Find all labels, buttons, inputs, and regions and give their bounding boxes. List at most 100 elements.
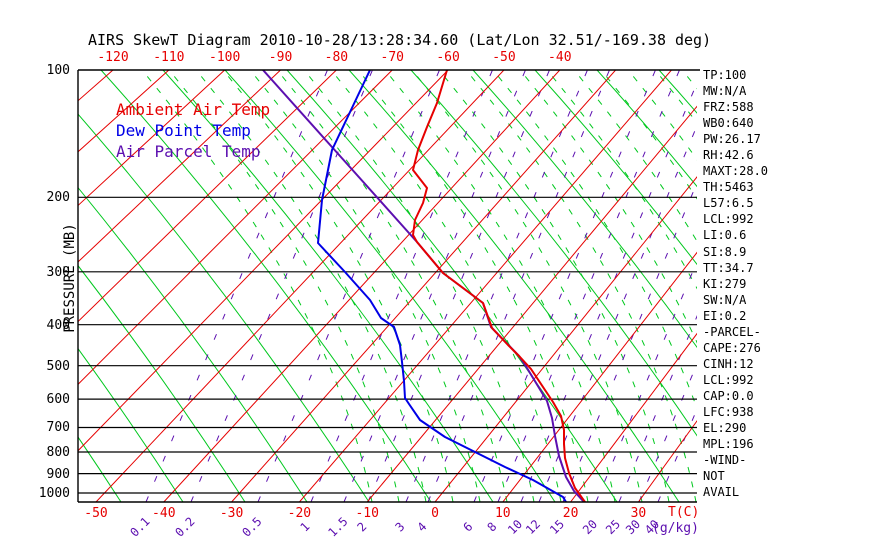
stats-panel-row-10: LCL:992 [703,212,754,227]
top-temp-tick--100: -100 [209,50,241,65]
stats-panel-row-14: KI:279 [703,276,747,291]
stats-panel-row-7: MAXT:28.0 [703,164,769,179]
isotherm-line [78,70,226,207]
stats-panel-row-25: -WIND- [703,453,747,468]
stats-panel-row-22: LFC:938 [703,404,754,419]
stats-panel-row-4: WB0:640 [703,116,754,131]
stats-panel-row-5: PW:26.17 [703,132,761,147]
top-temp-tick--110: -110 [153,50,185,65]
pressure-tick-600: 600 [46,392,70,408]
pressure-tick-400: 400 [46,317,70,333]
mixing-unit-label: (g/kg) [652,521,699,536]
bottom-temp-tick-10: 10 [494,506,511,521]
isotherm-line [78,70,337,323]
isotherm-line [78,70,170,153]
stats-panel-row-9: L57:6.5 [703,196,754,211]
bottom-temp-tick-0: 0 [431,506,439,521]
pressure-tick-300: 300 [46,264,70,280]
isotherm-line [78,70,449,452]
dry-adiabat-line [78,436,122,502]
pressure-tick-700: 700 [46,420,70,436]
dry-adiabat-line [78,264,246,502]
stats-panel-row-23: EL:290 [703,421,747,436]
stats-panel-row-3: FRZ:588 [703,100,754,115]
moist-adiabat-line [276,70,508,502]
legend-item-1: Ambient Air Temp [116,100,271,119]
isotherm-line [0,70,1,502]
stats-panel-row-11: LI:0.6 [703,228,747,243]
isotherm-line [434,176,697,502]
legend-item-3: Air Parcel Temp [116,142,261,161]
moist-adiabat-line [438,70,670,502]
isotherm-line [299,70,672,502]
isotherm-line [78,70,281,263]
stats-panel-row-13: TT:34.7 [703,260,754,275]
dry-adiabat-line [286,70,618,502]
isotherm-line [366,105,697,502]
stats-panel-row-24: MPL:196 [703,437,754,452]
isotherm-line [570,332,697,502]
stats-panel-row-21: CAP:0.0 [703,388,754,403]
mixing-ratio-line [520,81,697,502]
isotherm-line [231,70,617,502]
dry-adiabat-line [534,70,697,266]
stats-panel-row-16: EI:0.2 [703,308,747,323]
stats-panel-row-17: -PARCEL- [703,324,761,339]
stats-panel-row-20: LCL:992 [703,372,754,387]
isotherm-line [95,70,505,502]
stats-panel-row-2: MW:N/A [703,84,747,99]
pressure-tick-500: 500 [46,358,70,374]
stats-panel-row-12: SI:8.9 [703,244,747,259]
isotherm-line [502,251,697,502]
mixing-ratio-line [427,70,610,502]
mixing-ratio-line [405,70,588,502]
dry-adiabat-line [78,347,184,502]
stats-panel-row-8: TH:5463 [703,180,754,195]
dry-adiabat-line [348,70,680,502]
bottom-temp-tick--10: -10 [355,506,379,521]
stats-panel-row-1: TP:100 [703,68,747,82]
dry-adiabat-line [78,113,370,502]
pressure-tick-900: 900 [46,466,70,482]
mixing-ratio-line [538,124,697,502]
series-dew-point-temp [317,70,567,502]
mixing-ratio-line [257,70,440,502]
isotherm-line [637,420,697,502]
stats-panel-row-18: CAPE:276 [703,340,761,355]
page-title: AIRS SkewT Diagram 2010-10-28/13:28:34.6… [88,31,712,49]
pressure-tick-200: 200 [46,190,70,206]
pressure-tick-800: 800 [46,445,70,460]
dry-adiabat-line [596,70,697,188]
stats-panel-row-26: NOT [703,469,725,484]
legend-item-2: Dew Point Temp [116,121,251,140]
top-temp-tick--60: -60 [436,50,460,65]
stats-panel-row-15: SW:N/A [703,292,747,307]
mixing-ratio-line [497,70,680,502]
pressure-tick-100: 100 [46,63,70,78]
isotherm-line [0,70,57,502]
stats-panel-row-27: AVAIL [703,485,740,500]
bottom-temp-tick-20: 20 [562,506,579,521]
dry-adiabat-line [100,70,432,502]
bottom-temp-tick-30: 30 [630,506,647,521]
bottom-temp-tick--50: -50 [84,506,108,521]
temp-unit-label: T(C) [668,505,700,520]
top-temp-tick--40: -40 [548,50,572,65]
top-temp-tick--70: -70 [380,50,404,65]
isotherm-line [163,70,561,502]
top-temp-tick--90: -90 [268,50,293,65]
stats-panel-row-19: CINH:12 [703,356,754,371]
dry-adiabat-line [224,70,556,502]
bottom-temp-tick--20: -20 [287,506,312,521]
top-temp-tick--80: -80 [324,50,349,65]
stats-panel-row-6: RH:42.6 [703,148,754,163]
pressure-tick-1000: 1000 [38,486,70,501]
dry-adiabat-line [472,70,697,349]
bottom-temp-tick--30: -30 [219,506,244,521]
isotherm-line [78,70,393,386]
grid-layer [0,70,697,502]
top-temp-tick--120: -120 [97,50,129,65]
dry-adiabat-line [162,70,494,502]
